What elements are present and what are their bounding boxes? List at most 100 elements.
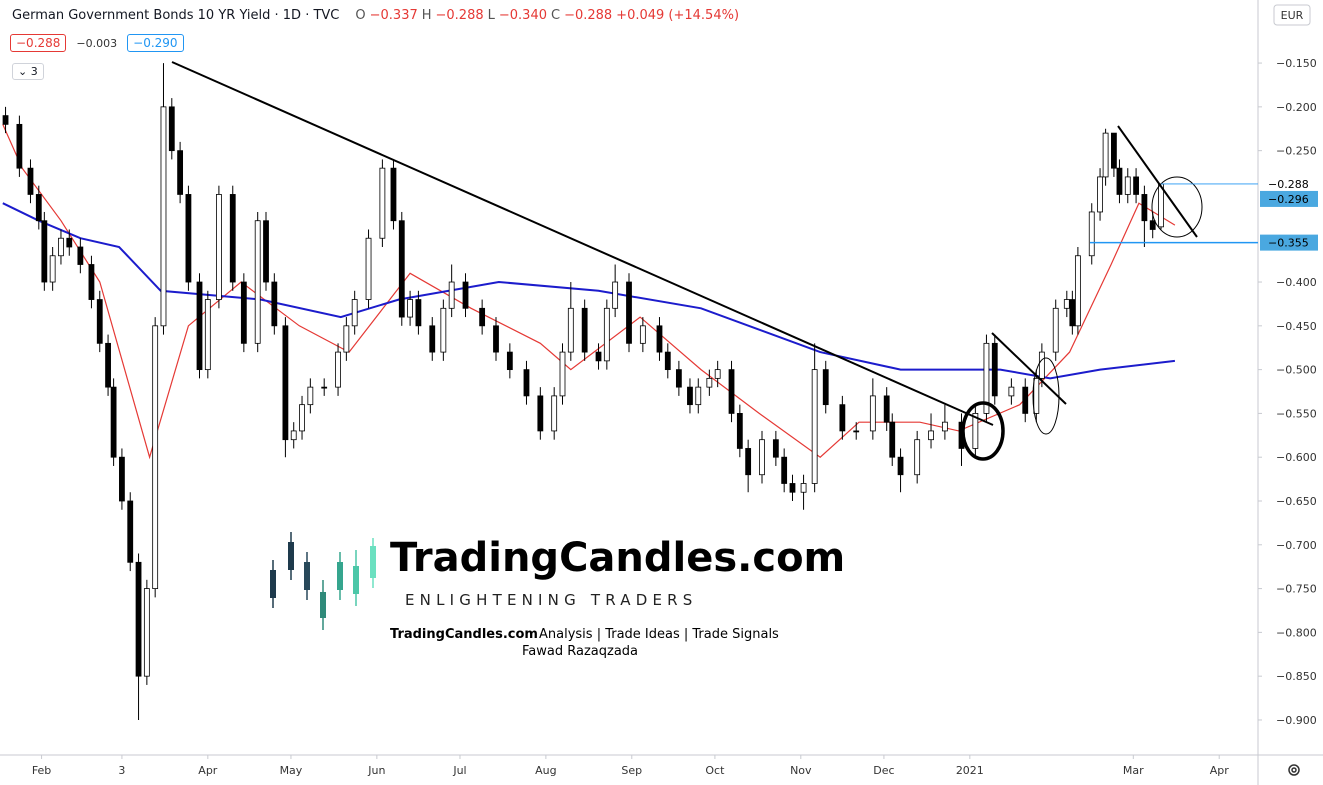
circle-marker: [1151, 176, 1203, 238]
candle-body: [656, 325, 663, 353]
x-tick-label: Dec: [873, 764, 894, 777]
candle-body: [1022, 386, 1029, 414]
candle-body: [736, 413, 743, 449]
candle-body: [105, 342, 111, 388]
candle-body: [675, 369, 682, 388]
symbol-title: German Government Bonds 10 YR Yield · 1D…: [12, 8, 340, 23]
candle-body: [2, 115, 9, 125]
candle-body: [365, 237, 372, 300]
trendline: [1117, 125, 1198, 238]
annotations: [171, 61, 1203, 461]
candle-body: [343, 325, 350, 353]
candle-body: [1074, 255, 1081, 327]
watermark-sub-brand: TradingCandles.com: [390, 627, 538, 642]
candle-body: [299, 404, 305, 432]
candle-body: [152, 325, 159, 589]
ask-box[interactable]: −0.290: [127, 34, 184, 52]
candle-body: [379, 167, 386, 239]
circle-marker: [961, 401, 1005, 461]
price-tag: −0.355: [1268, 237, 1309, 250]
y-tick-label: −0.250: [1276, 145, 1317, 158]
candle-body: [1069, 299, 1076, 327]
candle-body: [1141, 194, 1148, 222]
candle-body: [941, 421, 948, 432]
y-tick-label: −0.900: [1276, 714, 1317, 727]
candle-body: [135, 561, 142, 677]
candle-body: [869, 395, 876, 432]
settings-icon[interactable]: [1288, 764, 1300, 776]
candle-body: [49, 255, 56, 283]
candle-body: [185, 194, 192, 283]
spread: −0.003: [76, 36, 118, 50]
candle-body: [1038, 351, 1045, 379]
x-tick-label: Sep: [621, 764, 642, 777]
candle-body: [612, 281, 619, 309]
candle-body: [160, 106, 167, 327]
candle-body: [759, 439, 765, 476]
candle-body: [883, 395, 890, 423]
candle-body: [321, 386, 328, 389]
change: +0.049 (+14.54%): [616, 8, 740, 23]
x-tick-label: Feb: [32, 764, 51, 777]
x-tick-label: May: [280, 764, 303, 777]
candle-body: [307, 386, 314, 406]
candle-body: [216, 194, 222, 300]
indicator-toggle[interactable]: ⌄ 3: [12, 63, 44, 80]
y-tick-label: −0.550: [1276, 407, 1317, 420]
candle-body: [1133, 176, 1139, 195]
candle-body: [822, 369, 829, 406]
quote-boxes: −0.288 −0.003 −0.290: [10, 34, 184, 52]
candle-body: [263, 220, 269, 283]
candle-body: [407, 299, 413, 318]
candle-body: [77, 246, 84, 265]
currency-box[interactable]: [1273, 4, 1311, 26]
candle-body: [991, 342, 998, 397]
y-tick-label: −0.800: [1276, 626, 1317, 639]
candle-body: [119, 456, 125, 502]
x-tick-label: 3: [118, 764, 125, 777]
candle-body: [1116, 167, 1123, 195]
candle-body: [567, 307, 574, 353]
y-tick-label: −0.600: [1276, 451, 1317, 464]
bid-box[interactable]: −0.288: [10, 34, 67, 52]
ohlc-key: C: [550, 8, 561, 23]
candle-body: [781, 456, 788, 484]
header: German Government Bonds 10 YR Yield · 1D…: [12, 8, 739, 23]
candle-body: [16, 123, 23, 169]
y-tick-label: −0.850: [1276, 670, 1317, 683]
candle-body: [695, 386, 702, 406]
y-tick-label: −0.400: [1276, 276, 1317, 289]
candle-body: [127, 500, 134, 563]
candle-body: [41, 220, 48, 283]
candle-body: [639, 325, 646, 344]
x-tick-label: 2021: [956, 764, 984, 777]
candle-body: [537, 395, 544, 432]
watermark-tagline: ENLIGHTENING TRADERS: [405, 591, 698, 609]
indicator-count[interactable]: ⌄ 3: [12, 63, 44, 80]
candle-body: [551, 395, 558, 432]
watermark-sub-text: Analysis | Trade Ideas | Trade Signals: [539, 627, 779, 642]
candle-body: [35, 194, 42, 222]
candle-body: [415, 299, 422, 327]
ohlc-key: O: [355, 8, 366, 23]
candle-body: [229, 194, 236, 283]
candle-body: [983, 342, 990, 414]
candle-body: [800, 483, 807, 493]
candle-body: [664, 351, 671, 371]
candle-body: [853, 430, 860, 433]
candle-body: [271, 281, 278, 327]
candle-body: [96, 299, 103, 344]
x-tick-label: Apr: [198, 764, 218, 777]
candle-body: [429, 325, 436, 353]
candle-body: [204, 299, 211, 371]
candle-body: [706, 377, 713, 388]
trendline: [171, 61, 994, 426]
candle-body: [581, 307, 588, 353]
candle-body: [479, 307, 486, 327]
y-tick-label: −0.750: [1276, 583, 1317, 596]
ohlc-key: L: [487, 8, 495, 23]
candle-body: [27, 167, 34, 195]
x-tick-label: Aug: [535, 764, 556, 777]
